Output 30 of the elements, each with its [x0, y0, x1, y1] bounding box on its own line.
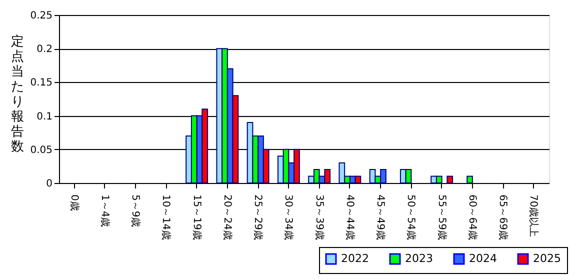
bar — [466, 176, 473, 184]
x-tick-label: 15～19歳 — [190, 194, 203, 240]
legend-label: 2025 — [533, 252, 561, 265]
y-tick-label: 0.15 — [30, 78, 52, 89]
x-tick-label: 55～59歳 — [436, 194, 448, 240]
x-tick-label: 1～4歳 — [98, 194, 111, 228]
x-tick-label: 65～69歳 — [497, 194, 510, 240]
x-tick-label: 0歳 — [68, 194, 80, 211]
legend-label: 2023 — [405, 252, 433, 265]
x-tick-label: 50～54歳 — [405, 194, 418, 240]
x-tick-label: 35～39歳 — [313, 194, 326, 240]
x-tick-label: 5～9歳 — [130, 194, 142, 228]
x-tick-label: 10～14歳 — [160, 194, 172, 240]
legend-label: 2022 — [341, 252, 369, 265]
x-tick-label: 70歳以上 — [528, 194, 540, 238]
x-tick-label: 30～34歳 — [282, 194, 295, 240]
x-tick-label: 60～64歳 — [466, 194, 478, 240]
x-tick-label: 25～29歳 — [252, 194, 264, 240]
x-tick-label: 40～44歳 — [344, 194, 356, 240]
y-axis-title: 定点当たり報告数 — [11, 34, 24, 154]
bar — [338, 162, 346, 184]
y-tick-label: 0 — [46, 178, 52, 190]
legend-label: 2024 — [469, 252, 497, 265]
y-tick-label: 0.1 — [36, 111, 52, 122]
x-tick-label: 20～24歳 — [221, 194, 234, 240]
x-tick-label: 45～49歳 — [374, 194, 387, 240]
bar — [446, 176, 454, 184]
y-tick-label: 0.25 — [30, 10, 52, 22]
y-tick-label: 0.2 — [36, 44, 52, 56]
y-tick-label: 0.05 — [30, 144, 52, 156]
